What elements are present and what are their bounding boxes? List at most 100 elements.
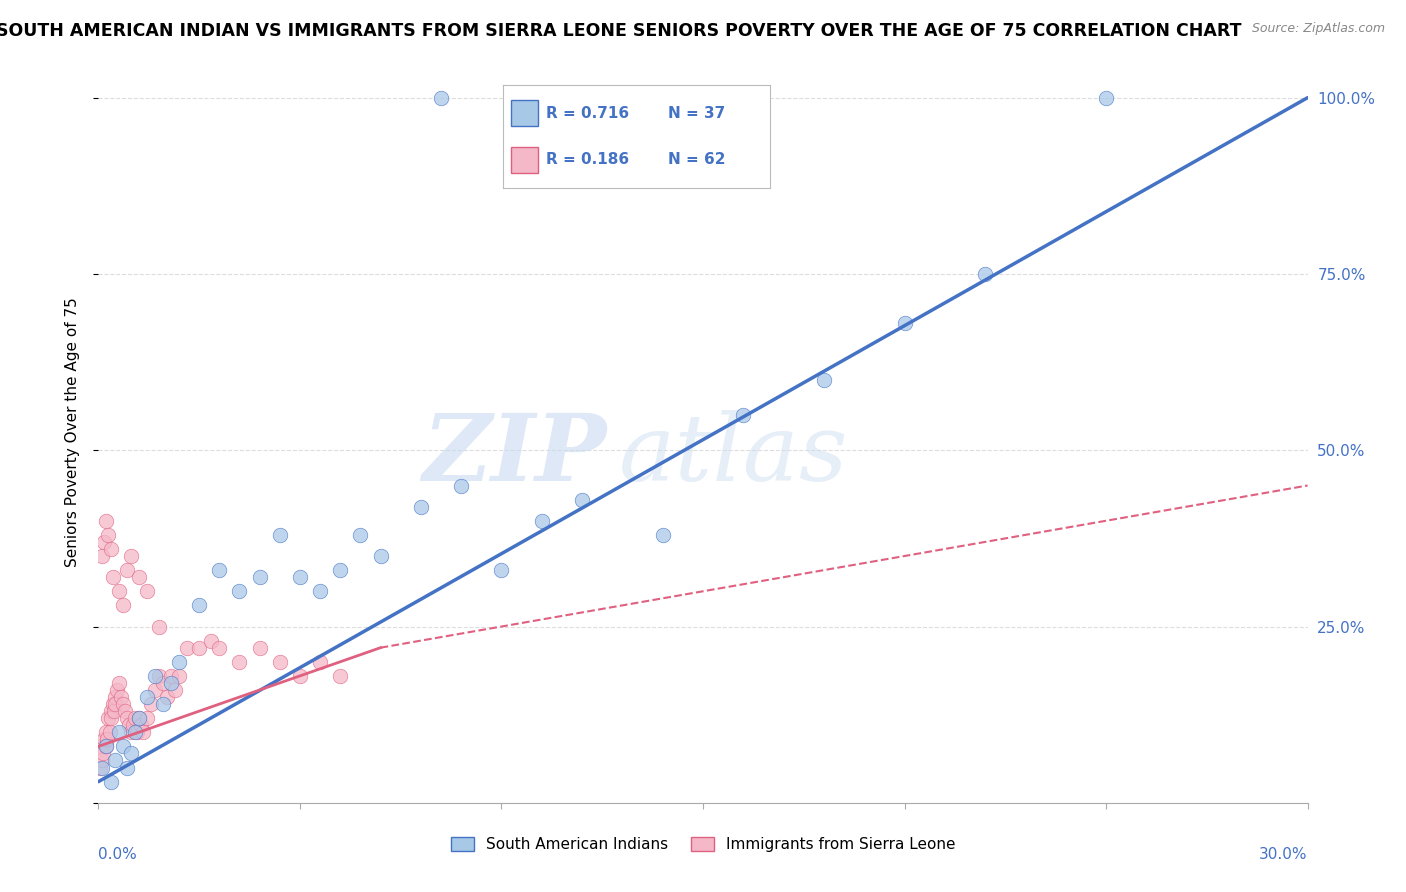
Point xyxy=(148,669,170,683)
Point xyxy=(111,739,134,754)
Point xyxy=(104,697,127,711)
Point xyxy=(91,747,114,761)
Point xyxy=(111,599,134,613)
Point xyxy=(118,718,141,732)
Point xyxy=(309,584,332,599)
Point xyxy=(208,563,231,577)
Point xyxy=(97,711,120,725)
Point xyxy=(100,774,122,789)
Text: SOUTH AMERICAN INDIAN VS IMMIGRANTS FROM SIERRA LEONE SENIORS POVERTY OVER THE A: SOUTH AMERICAN INDIAN VS IMMIGRANTS FROM… xyxy=(0,22,1241,40)
Point xyxy=(188,640,211,655)
Legend: South American Indians, Immigrants from Sierra Leone: South American Indians, Immigrants from … xyxy=(444,830,962,858)
Point xyxy=(91,760,114,774)
Point xyxy=(120,549,142,563)
Point xyxy=(329,669,352,683)
Point xyxy=(120,747,142,761)
Point xyxy=(103,754,125,768)
Point xyxy=(110,690,132,704)
Point xyxy=(188,599,211,613)
Point xyxy=(96,732,118,747)
Point xyxy=(208,640,231,655)
Point xyxy=(115,760,138,774)
Point xyxy=(309,655,332,669)
Point xyxy=(530,514,553,528)
Point xyxy=(370,549,392,563)
Point xyxy=(160,676,183,690)
Point xyxy=(651,528,673,542)
Point xyxy=(200,633,222,648)
Point xyxy=(107,676,129,690)
Text: ZIP: ZIP xyxy=(422,409,606,500)
Point xyxy=(733,408,755,422)
Point xyxy=(167,669,190,683)
Point xyxy=(1095,91,1118,105)
Point xyxy=(105,683,128,698)
Text: 0.0%: 0.0% xyxy=(98,847,138,863)
Point xyxy=(176,640,198,655)
Point xyxy=(128,711,150,725)
Point xyxy=(139,697,162,711)
Text: 30.0%: 30.0% xyxy=(1260,847,1308,863)
Text: Source: ZipAtlas.com: Source: ZipAtlas.com xyxy=(1251,22,1385,36)
Point xyxy=(100,541,122,556)
Point xyxy=(228,655,250,669)
Point xyxy=(228,584,250,599)
Point xyxy=(491,563,513,577)
Point xyxy=(156,690,179,704)
Point xyxy=(132,725,155,739)
Point xyxy=(115,563,138,577)
Point xyxy=(100,704,122,718)
Point xyxy=(163,683,186,698)
Point xyxy=(813,373,835,387)
Point xyxy=(571,492,593,507)
Point xyxy=(249,640,271,655)
Point xyxy=(96,514,118,528)
Point xyxy=(111,697,134,711)
Point xyxy=(143,669,166,683)
Point xyxy=(98,725,121,739)
Point xyxy=(103,704,125,718)
Point xyxy=(430,91,453,105)
Point xyxy=(91,549,114,563)
Point xyxy=(135,690,157,704)
Point xyxy=(129,718,152,732)
Point xyxy=(124,725,146,739)
Point xyxy=(409,500,432,514)
Point xyxy=(160,669,183,683)
Point xyxy=(288,669,311,683)
Point xyxy=(101,697,124,711)
Point xyxy=(450,478,472,492)
Point xyxy=(135,711,157,725)
Point xyxy=(288,570,311,584)
Point xyxy=(893,316,915,330)
Point xyxy=(107,584,129,599)
Point xyxy=(94,739,117,754)
Point xyxy=(120,725,142,739)
Point xyxy=(93,535,115,549)
Point xyxy=(128,570,150,584)
Point xyxy=(269,655,291,669)
Point xyxy=(97,528,120,542)
Point xyxy=(114,704,136,718)
Point xyxy=(143,683,166,698)
Text: atlas: atlas xyxy=(619,409,848,500)
Point xyxy=(89,760,111,774)
Point xyxy=(124,711,146,725)
Point xyxy=(93,732,115,747)
Point xyxy=(103,690,125,704)
Point xyxy=(249,570,271,584)
Point xyxy=(148,619,170,633)
Y-axis label: Seniors Poverty Over the Age of 75: Seniors Poverty Over the Age of 75 xyxy=(65,298,80,567)
Point xyxy=(349,528,371,542)
Point xyxy=(974,267,997,281)
Point xyxy=(101,570,124,584)
Point xyxy=(152,697,174,711)
Point xyxy=(115,711,138,725)
Point xyxy=(100,711,122,725)
Point xyxy=(90,754,112,768)
Point xyxy=(91,739,114,754)
Point xyxy=(152,676,174,690)
Point xyxy=(329,563,352,577)
Point xyxy=(107,725,129,739)
Point xyxy=(269,528,291,542)
